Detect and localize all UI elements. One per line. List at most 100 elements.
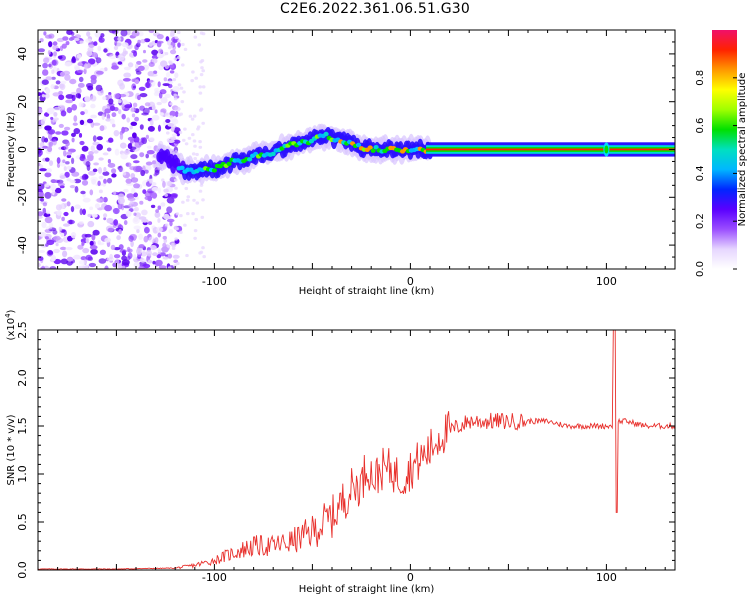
noise-blob <box>113 247 121 251</box>
noise-blob <box>157 218 161 223</box>
noise-blob <box>53 235 61 241</box>
noise-blob <box>192 139 197 143</box>
noise-blob <box>119 83 125 90</box>
noise-blob <box>98 175 104 180</box>
noise-blob <box>76 54 82 59</box>
noise-blob <box>53 258 62 265</box>
noise-blob <box>62 250 68 258</box>
noise-blob <box>151 54 159 60</box>
noise-blob <box>147 221 153 226</box>
noise-blob <box>169 115 174 119</box>
noise-blob <box>103 217 107 221</box>
x-axis-label: Height of straight line (km) <box>299 584 435 595</box>
noise-blob <box>65 94 74 99</box>
noise-blob <box>38 48 45 53</box>
noise-blob <box>52 41 58 46</box>
noise-blob <box>192 198 196 202</box>
noise-blob <box>90 114 97 119</box>
noise-blob <box>151 187 159 192</box>
noise-blob <box>172 136 176 140</box>
noise-blob <box>73 128 81 135</box>
noise-blob <box>181 200 185 204</box>
noise-blob <box>180 100 185 104</box>
noise-blob <box>151 49 159 56</box>
y-tick-label: 2.5 <box>16 321 29 339</box>
noise-blob <box>171 118 179 125</box>
noise-blob <box>38 162 41 167</box>
noise-blob <box>170 194 178 199</box>
noise-blob <box>158 265 167 269</box>
noise-blob <box>182 138 186 142</box>
noise-blob <box>193 157 197 161</box>
noise-blob <box>185 198 190 202</box>
noise-blob <box>113 190 117 196</box>
noise-blob <box>65 247 73 251</box>
noise-blob <box>79 208 83 216</box>
noise-blob <box>109 105 116 111</box>
noise-blob <box>99 125 105 132</box>
noise-blob <box>143 235 149 243</box>
noise-blob <box>60 110 67 117</box>
noise-blob <box>58 94 65 101</box>
noise-blob <box>191 152 196 156</box>
noise-blob <box>96 143 103 151</box>
noise-blob <box>157 248 162 253</box>
noise-blob <box>90 145 96 152</box>
noise-blob <box>166 80 174 85</box>
noise-blob <box>152 160 157 165</box>
noise-blob <box>45 76 53 81</box>
noise-blob <box>59 175 66 179</box>
noise-blob <box>165 119 171 123</box>
noise-blob <box>76 87 82 95</box>
noise-blob <box>55 204 62 211</box>
noise-blob <box>119 133 124 140</box>
noise-blob <box>132 165 141 173</box>
noise-blob <box>65 161 70 165</box>
noise-blob <box>160 108 167 114</box>
noise-blob <box>194 217 198 222</box>
noise-blob <box>131 30 140 37</box>
noise-blob <box>67 235 73 242</box>
noise-blob <box>172 78 177 82</box>
noise-blob <box>65 99 73 104</box>
noise-blob <box>162 180 166 188</box>
noise-blob <box>128 235 134 242</box>
noise-blob <box>69 219 73 225</box>
noise-blob <box>78 102 84 108</box>
y-scale-suffix: ) <box>6 309 17 313</box>
noise-blob <box>96 197 105 203</box>
noise-blob <box>63 166 67 171</box>
noise-blob <box>148 178 153 184</box>
noise-blob <box>73 254 81 260</box>
noise-blob <box>58 123 64 128</box>
noise-blob <box>138 86 146 91</box>
noise-blob <box>179 214 183 218</box>
noise-blob <box>178 130 183 134</box>
noise-blob <box>134 63 139 69</box>
noise-blob <box>106 147 112 152</box>
noise-blob <box>89 189 94 196</box>
noise-blob <box>61 216 65 222</box>
noise-blob <box>98 157 104 161</box>
noise-blob <box>63 145 69 150</box>
noise-blob <box>50 254 56 262</box>
noise-blob <box>143 49 146 54</box>
noise-blob <box>130 173 136 179</box>
noise-blob <box>138 265 145 269</box>
noise-blob <box>104 108 111 114</box>
noise-blob <box>66 107 73 114</box>
noise-blob <box>186 212 190 216</box>
noise-blob <box>59 83 64 89</box>
noise-blob <box>44 93 50 99</box>
noise-blob <box>131 83 137 91</box>
noise-blob <box>166 218 175 223</box>
noise-blob <box>131 187 136 195</box>
noise-blob <box>95 84 103 92</box>
noise-blob <box>141 218 149 223</box>
noise-blob <box>73 115 78 122</box>
noise-blob <box>169 70 175 74</box>
noise-blob <box>71 132 76 137</box>
noise-blob <box>74 204 81 209</box>
noise-blob <box>169 110 176 117</box>
noise-blob <box>61 130 69 136</box>
